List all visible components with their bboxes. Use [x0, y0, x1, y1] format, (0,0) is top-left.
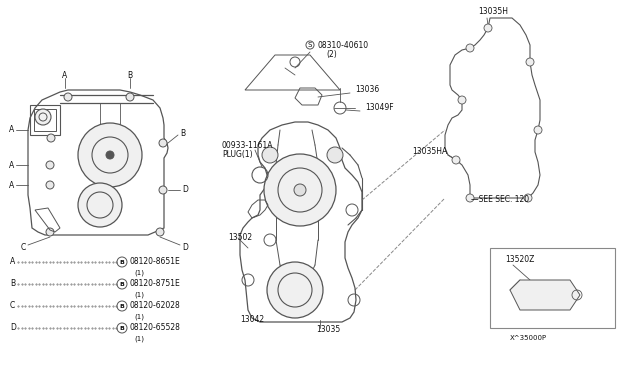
Text: 13035H: 13035H — [478, 7, 508, 16]
Circle shape — [264, 154, 336, 226]
Circle shape — [524, 194, 532, 202]
Text: 13035HA: 13035HA — [412, 148, 447, 157]
Circle shape — [294, 184, 306, 196]
Text: 13035: 13035 — [316, 326, 340, 334]
Text: (1): (1) — [134, 336, 144, 342]
Polygon shape — [510, 280, 580, 310]
Circle shape — [159, 139, 167, 147]
Circle shape — [126, 93, 134, 101]
Text: D: D — [10, 324, 16, 333]
Circle shape — [156, 228, 164, 236]
Circle shape — [466, 44, 474, 52]
Text: 08120-62028: 08120-62028 — [130, 301, 180, 311]
Bar — [490, 248, 615, 328]
Text: PLUG(1): PLUG(1) — [222, 151, 253, 160]
Text: X^35000P: X^35000P — [510, 335, 547, 341]
Text: B: B — [120, 260, 124, 264]
Circle shape — [159, 186, 167, 194]
Text: D: D — [182, 186, 188, 195]
Text: B: B — [120, 282, 124, 286]
Text: D: D — [182, 243, 188, 251]
Text: B: B — [180, 128, 185, 138]
Text: 00933-1161A: 00933-1161A — [222, 141, 273, 150]
Text: (2): (2) — [326, 51, 337, 60]
Circle shape — [466, 194, 474, 202]
Text: B: B — [10, 279, 15, 289]
Circle shape — [534, 126, 542, 134]
Text: 13042: 13042 — [240, 315, 264, 324]
Text: 08120-8651E: 08120-8651E — [130, 257, 180, 266]
Text: (1): (1) — [134, 292, 144, 298]
Text: (1): (1) — [134, 270, 144, 276]
Circle shape — [78, 183, 122, 227]
Circle shape — [262, 147, 278, 163]
Text: 08120-8751E: 08120-8751E — [130, 279, 180, 289]
Text: —SEE SEC. 120: —SEE SEC. 120 — [471, 196, 529, 205]
Text: C: C — [20, 243, 26, 251]
Text: 13036: 13036 — [355, 86, 380, 94]
Text: 13049F: 13049F — [365, 103, 394, 112]
Circle shape — [106, 151, 114, 159]
Circle shape — [47, 134, 55, 142]
Text: (1): (1) — [134, 314, 144, 320]
Text: 13502: 13502 — [228, 234, 252, 243]
Text: 08310-40610: 08310-40610 — [318, 41, 369, 49]
Text: A: A — [62, 71, 68, 80]
Text: B: B — [120, 326, 124, 330]
Circle shape — [458, 96, 466, 104]
Text: A: A — [9, 180, 14, 189]
Text: 08120-65528: 08120-65528 — [130, 324, 181, 333]
Circle shape — [327, 147, 343, 163]
Text: C: C — [10, 301, 15, 311]
Text: B: B — [120, 304, 124, 308]
Text: 13520Z: 13520Z — [505, 256, 534, 264]
Circle shape — [46, 228, 54, 236]
Text: A: A — [9, 160, 14, 170]
Text: A: A — [9, 125, 14, 135]
Text: A: A — [10, 257, 15, 266]
Circle shape — [267, 262, 323, 318]
Text: S: S — [308, 42, 312, 48]
Circle shape — [64, 93, 72, 101]
Circle shape — [35, 109, 51, 125]
Circle shape — [526, 58, 534, 66]
Circle shape — [46, 161, 54, 169]
Text: B: B — [127, 71, 132, 80]
Circle shape — [452, 156, 460, 164]
Circle shape — [484, 24, 492, 32]
Circle shape — [78, 123, 142, 187]
Circle shape — [46, 181, 54, 189]
